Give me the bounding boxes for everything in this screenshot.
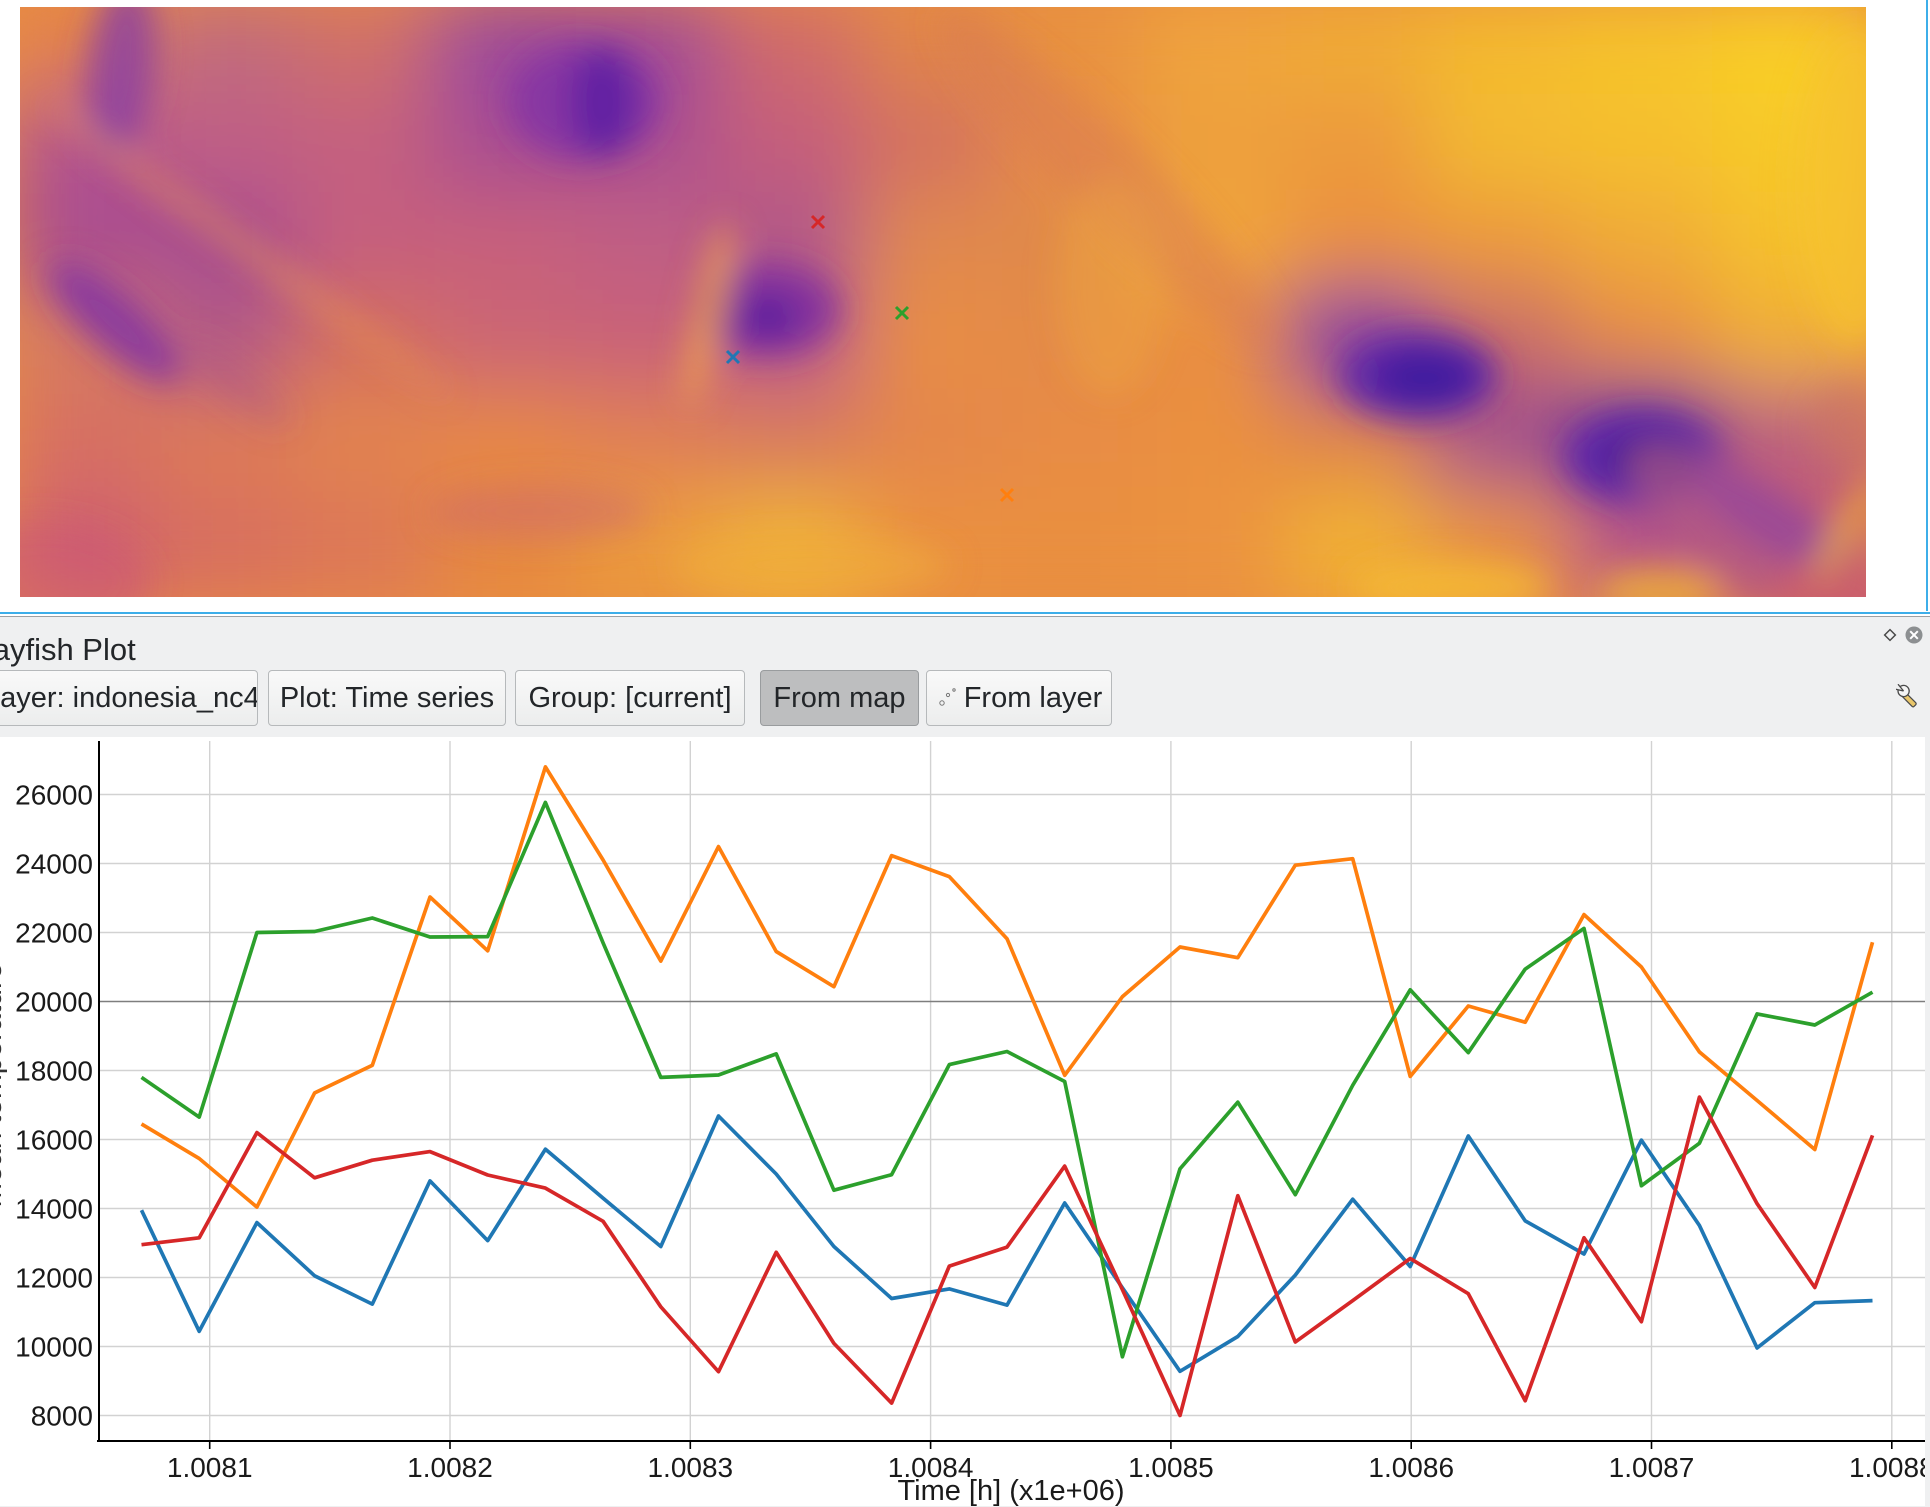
svg-text:16000: 16000 <box>15 1125 93 1156</box>
svg-text:18000: 18000 <box>15 1056 93 1087</box>
svg-text:1.0087: 1.0087 <box>1609 1452 1695 1483</box>
svg-text:14000: 14000 <box>15 1194 93 1225</box>
svg-text:12000: 12000 <box>15 1263 93 1294</box>
svg-text:1.0082: 1.0082 <box>407 1452 493 1483</box>
svg-text:22000: 22000 <box>15 918 93 949</box>
svg-text:24000: 24000 <box>15 849 93 880</box>
svg-text:1.0081: 1.0081 <box>167 1452 253 1483</box>
svg-text:26000: 26000 <box>15 780 93 811</box>
svg-text:10000: 10000 <box>15 1332 93 1363</box>
svg-text:1.0086: 1.0086 <box>1368 1452 1454 1483</box>
svg-text:1.0084: 1.0084 <box>888 1452 974 1483</box>
svg-text:8000: 8000 <box>31 1401 93 1432</box>
svg-text:1.0088: 1.0088 <box>1849 1452 1925 1483</box>
svg-text:Time [h] (x1e+06): Time [h] (x1e+06) <box>898 1475 1125 1506</box>
svg-text:1.0085: 1.0085 <box>1128 1452 1214 1483</box>
svg-text:1.0083: 1.0083 <box>647 1452 733 1483</box>
svg-text:20000: 20000 <box>15 987 93 1018</box>
